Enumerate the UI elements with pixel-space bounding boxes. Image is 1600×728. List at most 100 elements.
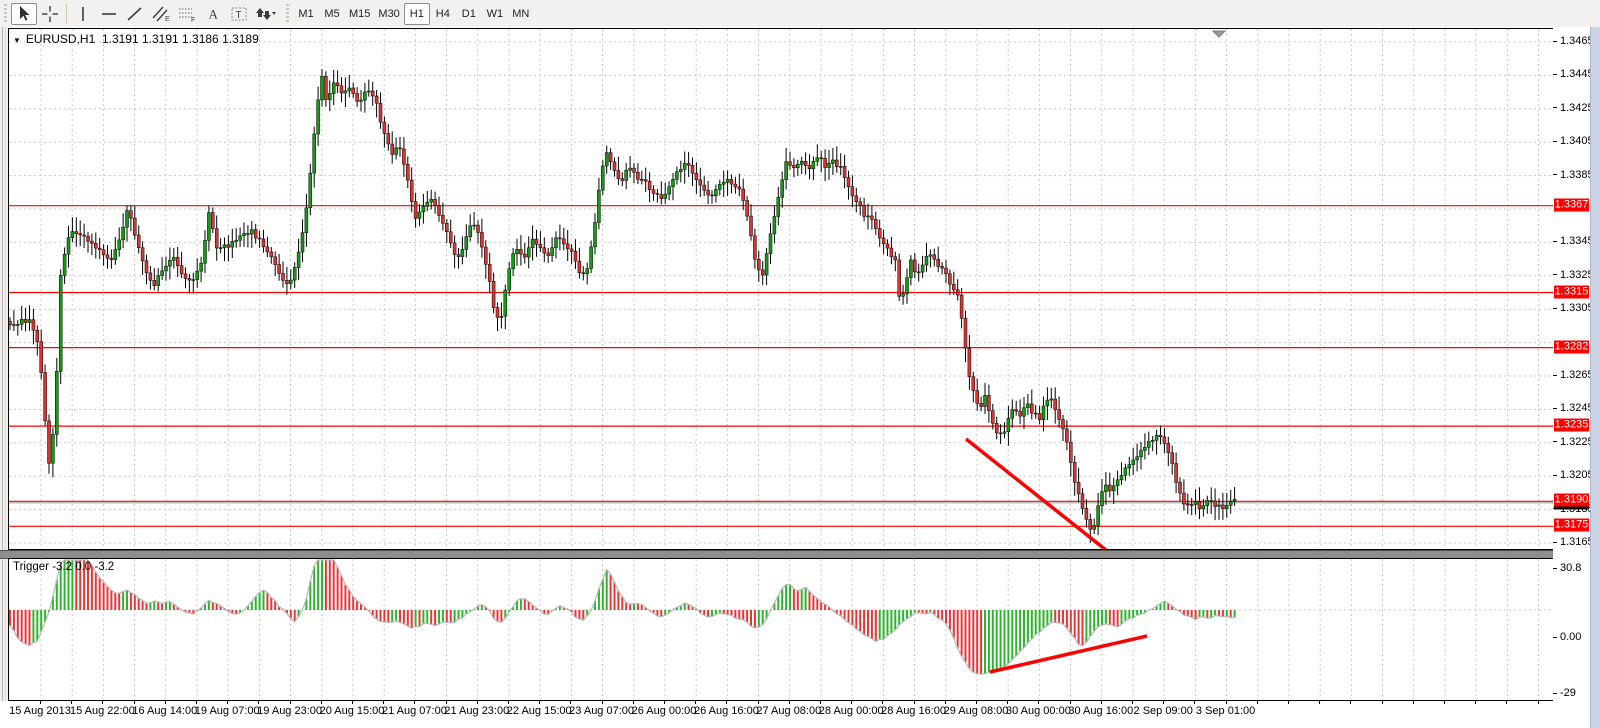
level-price-box: 1.3282 bbox=[1554, 340, 1589, 354]
time-tick bbox=[1100, 701, 1102, 704]
timeframe-m1-button[interactable]: M1 bbox=[298, 7, 314, 20]
indicator-tick bbox=[1553, 568, 1557, 569]
time-tick bbox=[1007, 701, 1009, 704]
toolbar-grip[interactable] bbox=[2, 3, 9, 24]
time-tick bbox=[1506, 701, 1508, 704]
time-tick bbox=[227, 701, 229, 704]
price-tick bbox=[1553, 375, 1557, 376]
indicator-pane[interactable]: Trigger -3.2 0.0 -3.2 bbox=[8, 558, 1554, 701]
ohlc-values: 1.3191 1.3191 1.3186 1.3189 bbox=[101, 32, 259, 46]
time-label: 3 Sep 01:00 bbox=[1195, 705, 1256, 717]
trendline-tool-button[interactable] bbox=[122, 3, 148, 25]
timeframe-w1-button[interactable]: W1 bbox=[486, 7, 504, 20]
time-label: 26 Aug 16:00 bbox=[693, 705, 759, 717]
time-tick bbox=[851, 701, 853, 704]
price-tick bbox=[1553, 74, 1557, 75]
timeframe-h4-button[interactable]: H4 bbox=[435, 7, 450, 20]
time-tick bbox=[1132, 701, 1133, 704]
time-tick bbox=[383, 701, 385, 704]
vertical-line-tool-button[interactable] bbox=[70, 3, 96, 25]
time-label: 28 Aug 16:00 bbox=[881, 705, 947, 717]
price-tick-label: 1.3165 bbox=[1560, 536, 1594, 548]
cursor-tool-button[interactable] bbox=[11, 2, 37, 25]
time-axis[interactable]: 15 Aug 2013 15 Aug 22:00 16 Aug 14:00 19 Au… bbox=[0, 701, 1590, 728]
arrows-tool-button[interactable] bbox=[252, 3, 278, 25]
timeframe-m5-button[interactable]: M5 bbox=[324, 7, 340, 20]
timeframe-mn-button[interactable]: MN bbox=[512, 7, 530, 20]
price-tick-label: 1.3465 bbox=[1560, 35, 1594, 47]
chart-shift-marker bbox=[1211, 30, 1227, 38]
toolbar: E F A T M1 M5 M15 M30 H1 H4 D1 W1 MN bbox=[0, 0, 1600, 28]
time-tick bbox=[1038, 701, 1040, 704]
crosshair-icon bbox=[42, 5, 58, 22]
trigger-histogram bbox=[9, 559, 1553, 700]
time-tick bbox=[476, 701, 478, 704]
price-tick-label: 1.3325 bbox=[1560, 268, 1594, 281]
price-tick bbox=[1553, 241, 1557, 242]
text-label-tool-button[interactable]: T bbox=[226, 3, 252, 25]
equidistant-channel-icon: E bbox=[152, 6, 170, 23]
text-icon: A bbox=[209, 6, 219, 21]
time-tick bbox=[757, 701, 759, 704]
timeframe-d1-button[interactable]: D1 bbox=[461, 7, 476, 20]
time-label: 16 Aug 14:00 bbox=[132, 705, 198, 717]
level-price-box: 1.3175 bbox=[1554, 518, 1589, 532]
price-tick-label: 1.3425 bbox=[1560, 101, 1594, 114]
time-tick bbox=[1225, 701, 1227, 704]
time-tick bbox=[289, 701, 291, 704]
svg-text:T: T bbox=[236, 9, 242, 20]
time-tick bbox=[788, 701, 790, 704]
text-tool-button[interactable]: A bbox=[200, 3, 226, 25]
time-label: 21 Aug 23:00 bbox=[444, 705, 510, 717]
time-tick bbox=[820, 701, 821, 704]
vertical-line-icon bbox=[82, 6, 84, 21]
time-tick bbox=[508, 701, 509, 704]
time-tick bbox=[133, 701, 135, 704]
price-axis[interactable]: 1.3465 1.3445 1.3425 1.3405 1.3385 1.3345 1.33… bbox=[1553, 27, 1594, 728]
indicator-tick-label: 0.00 bbox=[1560, 631, 1582, 643]
timeframe-m15-button[interactable]: M15 bbox=[349, 7, 371, 20]
price-tick bbox=[1553, 408, 1557, 409]
time-tick bbox=[944, 701, 946, 704]
price-tick bbox=[1553, 274, 1557, 275]
price-tick-label: 1.3405 bbox=[1560, 135, 1594, 148]
svg-text:F: F bbox=[191, 17, 195, 23]
time-tick bbox=[102, 701, 104, 704]
timeframe-h1-button[interactable]: H1 bbox=[403, 2, 430, 25]
fibonacci-retracement-icon: F bbox=[179, 8, 195, 23]
level-price-box: 1.3190 bbox=[1554, 493, 1589, 507]
price-tick-label: 1.3345 bbox=[1560, 235, 1594, 248]
fibonacci-retracement-tool-button[interactable]: F bbox=[174, 3, 200, 25]
indicator-tick-label: 30.8 bbox=[1560, 562, 1582, 574]
time-tick bbox=[570, 701, 572, 704]
vertical-scroll-strip[interactable] bbox=[1590, 27, 1600, 728]
time-tick bbox=[726, 701, 728, 704]
time-tick bbox=[882, 701, 884, 704]
time-tick bbox=[1350, 701, 1352, 704]
time-label: 15 Aug 22:00 bbox=[69, 705, 135, 717]
time-tick bbox=[1537, 701, 1539, 704]
level-price-box: 1.3315 bbox=[1554, 285, 1589, 298]
price-tick bbox=[1553, 41, 1557, 42]
price-tick-label: 1.3445 bbox=[1560, 68, 1594, 81]
time-tick bbox=[695, 701, 697, 704]
crosshair-tool-button[interactable] bbox=[37, 3, 63, 25]
price-tick bbox=[1553, 174, 1557, 175]
chart-title: ▼ EURUSD,H1 1.3191 1.3191 1.3186 1.3189 bbox=[13, 32, 259, 46]
timeframe-m30-button[interactable]: M30 bbox=[378, 7, 400, 20]
time-tick bbox=[913, 701, 915, 704]
chart-dropdown-icon[interactable]: ▼ bbox=[13, 36, 21, 45]
price-tick-label: 1.3265 bbox=[1560, 369, 1594, 381]
time-tick bbox=[1444, 701, 1445, 704]
equidistant-channel-tool-button[interactable]: E bbox=[148, 3, 174, 25]
time-tick bbox=[1319, 701, 1321, 704]
trendline-icon bbox=[127, 6, 142, 21]
time-tick bbox=[1381, 701, 1383, 704]
level-price-box: 1.3235 bbox=[1554, 418, 1589, 432]
time-tick bbox=[352, 701, 353, 704]
time-tick bbox=[601, 701, 603, 704]
svg-text:A: A bbox=[209, 6, 219, 21]
toolbar-grip-2[interactable] bbox=[284, 3, 291, 24]
horizontal-line-tool-button[interactable] bbox=[96, 3, 122, 25]
main-chart-pane[interactable]: ▼ EURUSD,H1 1.3191 1.3191 1.3186 1.3189 bbox=[8, 28, 1554, 550]
